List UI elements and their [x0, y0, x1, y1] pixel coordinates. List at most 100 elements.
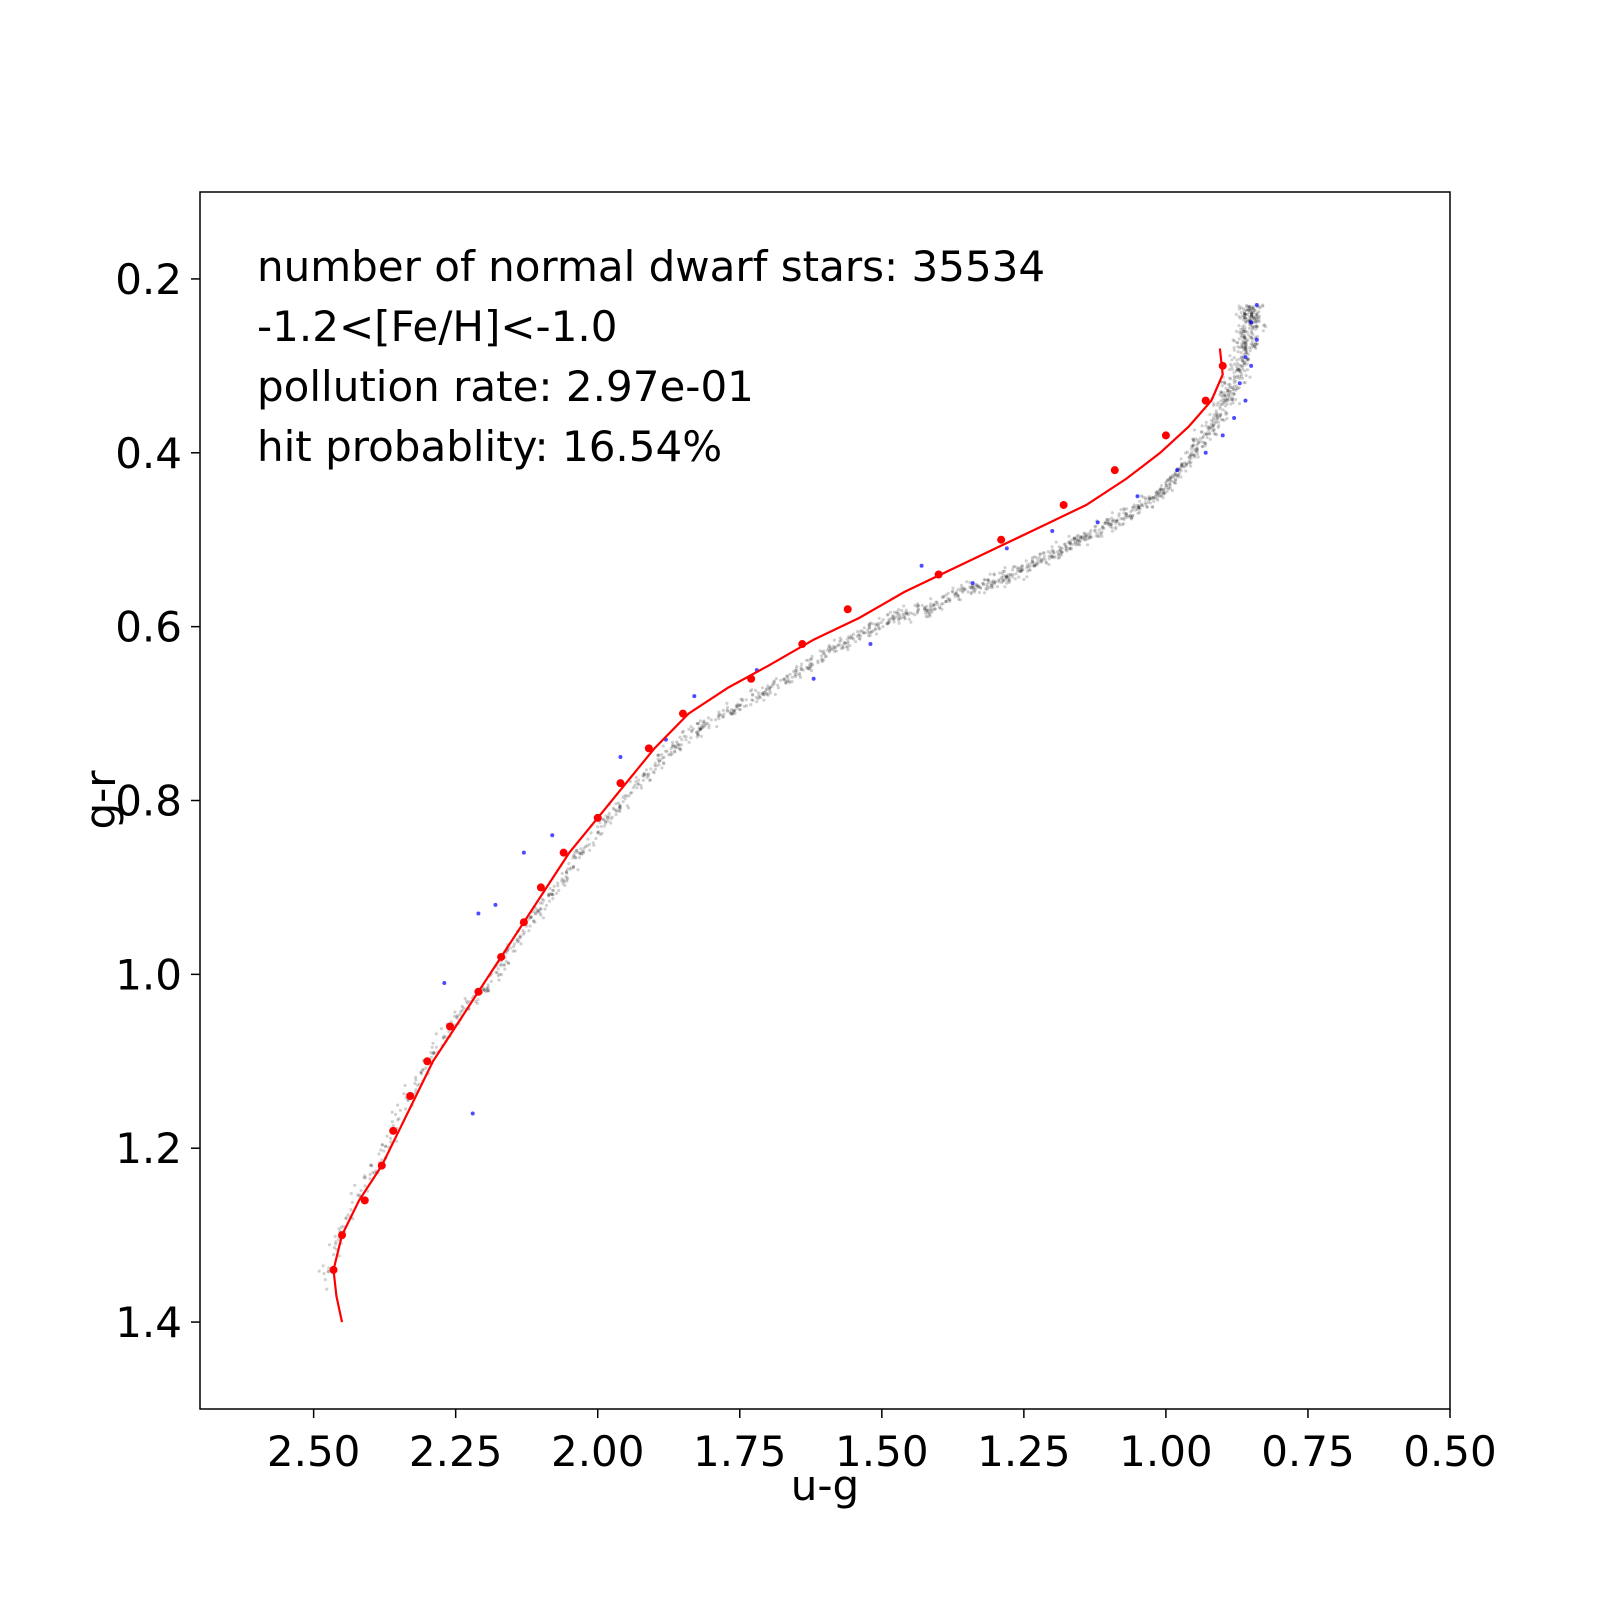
locus-point — [618, 804, 622, 808]
locus-point — [908, 611, 912, 615]
locus-point — [1232, 381, 1236, 385]
locus-point — [1249, 330, 1253, 334]
locus-point — [957, 597, 961, 601]
locus-point — [455, 1015, 459, 1019]
locus-point — [1245, 303, 1249, 307]
locus-point — [977, 584, 981, 588]
locus-point — [672, 749, 677, 753]
locus-point — [1011, 573, 1015, 577]
locus-point — [1056, 556, 1060, 560]
locus-point — [1096, 534, 1100, 538]
locus-point — [1256, 319, 1260, 323]
locus-point — [892, 617, 896, 621]
locus-point — [1168, 484, 1172, 488]
locus-point — [1165, 490, 1169, 494]
locus-point — [786, 676, 790, 680]
locus-point — [1079, 535, 1083, 539]
locus-point — [714, 718, 718, 722]
locus-point — [1152, 499, 1156, 503]
locus-point — [956, 588, 960, 592]
locus-point — [969, 592, 973, 596]
locus-point — [794, 667, 798, 671]
locus-point — [887, 620, 892, 624]
locus-point — [1249, 312, 1254, 316]
locus-point — [719, 713, 723, 717]
locus-point — [371, 1170, 375, 1175]
locus-point — [1006, 573, 1010, 577]
locus-point — [634, 776, 638, 780]
locus-point — [916, 608, 920, 612]
locus-point — [925, 611, 930, 615]
locus-point — [543, 907, 547, 911]
locus-point — [859, 634, 863, 638]
locus-point — [1129, 510, 1133, 514]
locus-point — [670, 740, 675, 744]
locus-point — [1255, 325, 1259, 329]
locus-point — [1180, 462, 1185, 466]
locus-point — [933, 607, 937, 611]
locus-point — [573, 850, 577, 855]
locus-point — [1130, 514, 1134, 518]
fit-point — [644, 744, 653, 753]
locus-point — [1224, 398, 1228, 402]
locus-point — [1231, 392, 1235, 396]
locus-point — [992, 572, 996, 576]
locus-point — [1208, 432, 1212, 436]
y-tick-label: 0.6 — [115, 603, 182, 652]
locus-point — [1225, 416, 1229, 421]
locus-point — [1007, 580, 1011, 585]
locus-point — [434, 1045, 439, 1049]
locus-point — [1244, 316, 1248, 320]
locus-point — [740, 699, 745, 703]
locus-point — [678, 747, 682, 751]
locus-point — [1178, 466, 1182, 470]
locus-point — [1216, 412, 1220, 416]
locus-point — [1054, 540, 1058, 544]
locus-point — [923, 606, 927, 611]
locus-point — [760, 686, 765, 690]
locus-point — [729, 712, 733, 716]
locus-point — [1016, 569, 1020, 573]
locus-point — [1174, 481, 1178, 485]
locus-point — [1204, 432, 1208, 436]
locus-point — [1129, 516, 1133, 520]
locus-point — [349, 1208, 353, 1212]
locus-point — [1228, 392, 1232, 396]
locus-point — [1234, 312, 1238, 316]
locus-point — [1196, 455, 1200, 459]
locus-point — [577, 851, 582, 856]
locus-point — [562, 880, 566, 884]
locus-point — [594, 836, 598, 841]
locus-point — [1052, 551, 1056, 555]
locus-point — [584, 845, 588, 849]
locus-point — [642, 772, 646, 776]
locus-point — [1219, 402, 1223, 406]
locus-point — [855, 634, 859, 638]
locus-point — [332, 1245, 336, 1250]
locus-point — [1013, 564, 1017, 569]
locus-point — [1222, 380, 1226, 384]
locus-point — [630, 791, 634, 795]
locus-point — [1168, 476, 1172, 480]
locus-point — [1212, 432, 1216, 436]
locus-point — [903, 611, 907, 615]
locus-point — [1250, 312, 1254, 316]
locus-point — [766, 684, 770, 688]
locus-point — [616, 801, 621, 805]
highlight-point — [1232, 416, 1237, 421]
locus-point — [344, 1217, 348, 1221]
locus-point — [363, 1184, 367, 1188]
locus-point — [1212, 403, 1216, 408]
locus-point — [1176, 473, 1180, 477]
locus-point — [458, 1012, 462, 1017]
locus-point — [1190, 444, 1194, 448]
locus-point — [1168, 482, 1172, 486]
locus-point — [1011, 568, 1015, 572]
locus-point — [922, 607, 927, 611]
locus-point — [846, 641, 850, 646]
fit-point — [843, 605, 852, 614]
locus-point — [1001, 579, 1005, 583]
locus-point — [1249, 307, 1253, 311]
locus-point — [751, 698, 755, 703]
highlighted-points — [442, 303, 1259, 1116]
